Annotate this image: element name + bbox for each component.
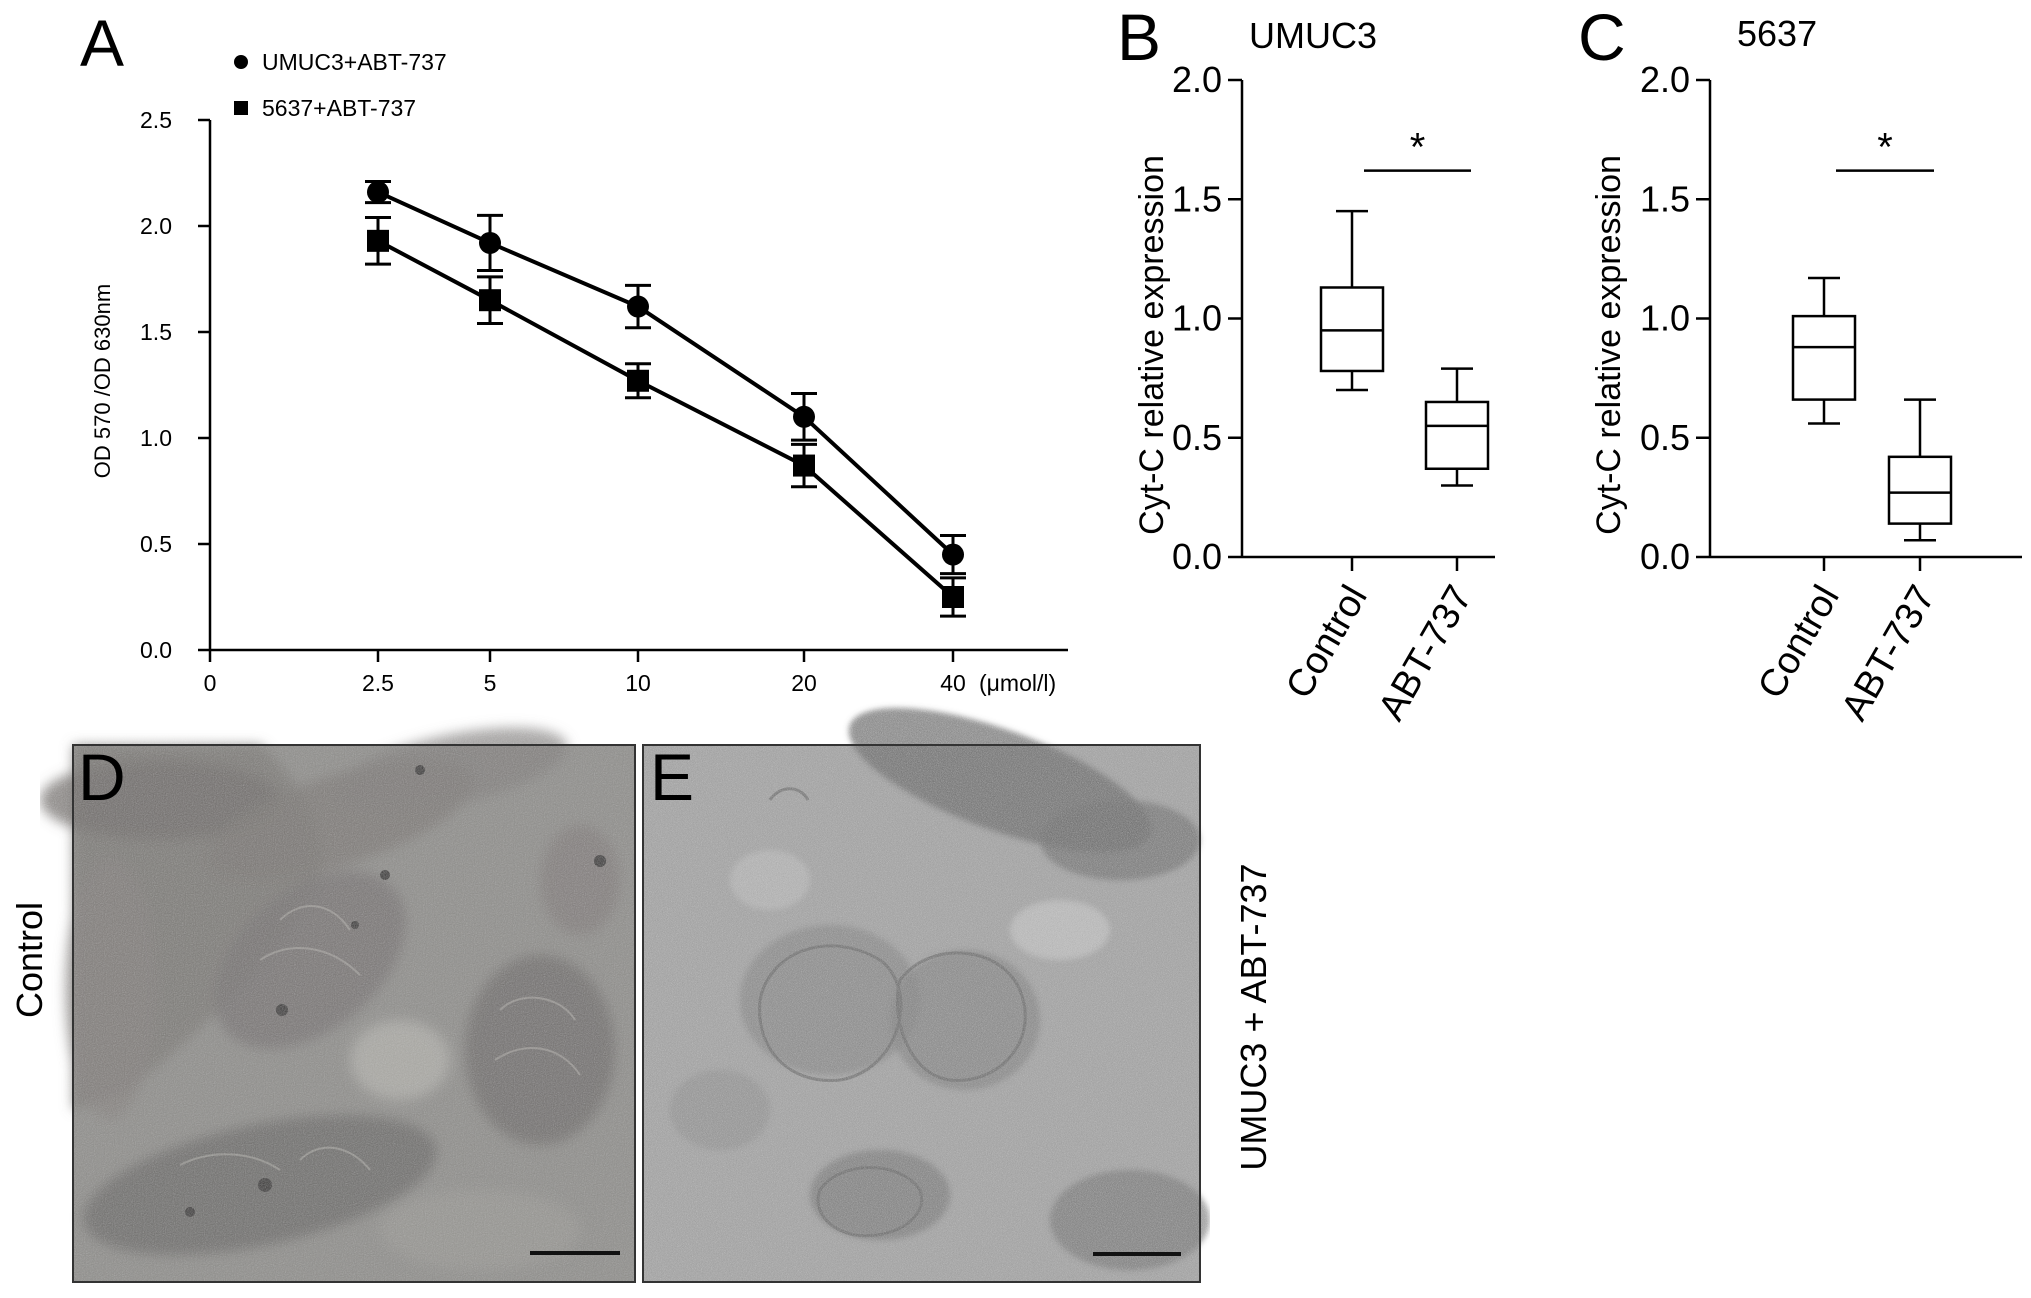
x-tick-label: 10 [625,670,651,696]
category-label: Control [1278,579,1376,706]
box [1791,314,1857,401]
panel-a-y-ticks: 0.0 0.5 1.0 1.5 2.0 2.5 [140,107,210,663]
y-tick-label: 2.5 [140,107,172,133]
legend-series-1: UMUC3+ABT-737 [262,49,447,75]
significance-marker: * [1877,126,1893,170]
y-tick-label: 1.5 [140,319,172,345]
panel-b: B UMUC3 Cyt-C relative expression 0.0 0.5… [1117,0,1495,728]
y-tick-label: 0.0 [140,637,172,663]
x-tick-label: 5 [484,670,497,696]
x-tick-label: 2.5 [362,670,394,696]
y-tick-label: 0.5 [1640,417,1690,458]
y-tick-label: 1.0 [1172,298,1222,339]
panel-b-letter: B [1117,0,1161,74]
data-point [479,289,501,312]
panel-a-y-label: OD 570 /OD 630nm [90,284,115,478]
panel-d-letter: D [78,740,126,814]
data-point [942,586,964,608]
y-tick-label: 0.0 [1640,536,1690,577]
category-label: ABT-737 [1370,579,1480,728]
y-tick-label: 1.0 [1640,298,1690,339]
x-tick-label: 20 [791,670,817,696]
panel-a-x-unit: (μmol/l) [979,670,1056,696]
x-tick-label: 40 [940,670,966,696]
y-tick-label: 0.5 [140,531,172,557]
panel-c-y-label: Cyt-C relative expression [1590,155,1628,535]
panel-a-letter: A [80,6,124,80]
legend-circle-marker [234,55,248,69]
legend-square-marker [234,101,248,115]
series-line [377,239,955,599]
legend-series-2: 5637+ABT-737 [262,95,416,121]
panel-a-x-ticks: 0 2.5 5 10 20 40 [204,650,966,696]
y-tick-label: 0.5 [1172,417,1222,458]
data-point [627,295,649,318]
panel-e-micrograph: E UMUC3 + ABT-737 [642,707,1274,1283]
category-label: ABT-737 [1833,579,1943,728]
data-point [793,405,815,428]
data-point [367,181,389,204]
panel-b-y-label: Cyt-C relative expression [1133,155,1171,535]
panel-c-letter: C [1578,0,1626,74]
panel-c-subtitle: 5637 [1737,13,1817,54]
y-tick-label: 1.5 [1640,178,1690,219]
y-tick-label: 2.0 [1172,59,1222,100]
data-point [627,369,649,392]
panel-a-plot-area [365,179,966,618]
category-label: Control [1750,579,1848,706]
panel-a-legend: UMUC3+ABT-737 5637+ABT-737 [234,49,447,121]
y-tick-label: 2.0 [1640,59,1690,100]
y-tick-label: 1.5 [1172,178,1222,219]
data-point [793,454,815,477]
panel-c: C 5637 Cyt-C relative expression 0.0 0.5 1… [1578,0,2022,728]
data-point [479,231,501,254]
box [1424,400,1490,471]
panel-a: A 0.0 0.5 1.0 1.5 2.0 2.5 0 2.5 5 10 20 40 (μmol/l… [80,6,1068,696]
panel-e-letter: E [650,740,694,814]
y-tick-label: 1.0 [140,425,172,451]
significance-marker: * [1410,126,1426,170]
y-tick-label: 0.0 [1172,536,1222,577]
panel-e-side-label: UMUC3 + ABT-737 [1233,863,1274,1170]
box [1887,455,1953,525]
panel-d-micrograph: Control [9,727,636,1283]
y-tick-label: 2.0 [140,213,172,239]
series-line [377,190,955,557]
x-tick-label: 0 [204,670,217,696]
panel-b-subtitle: UMUC3 [1249,15,1377,56]
data-point [942,543,964,566]
panel-d-side-label: Control [9,902,50,1018]
data-point [367,229,389,252]
